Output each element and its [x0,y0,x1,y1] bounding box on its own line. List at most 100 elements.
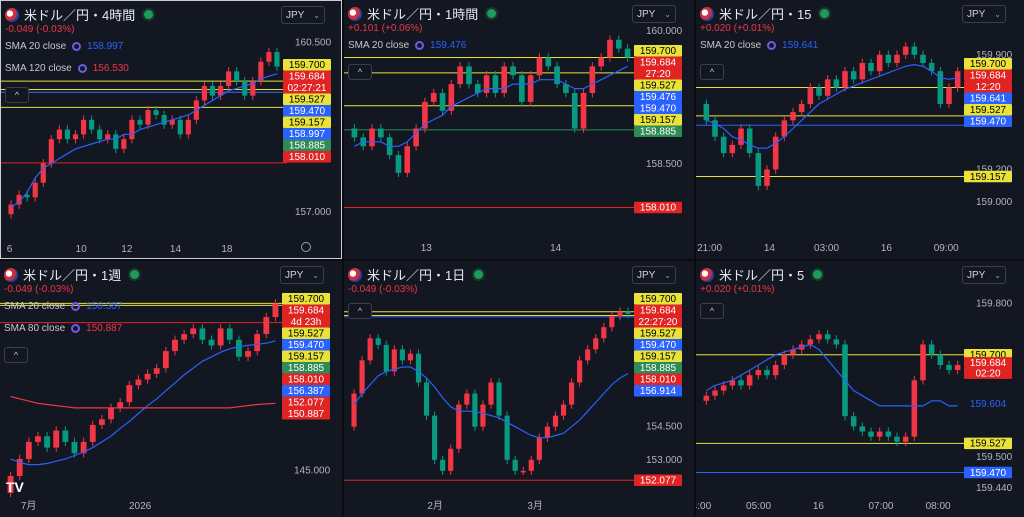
price-tag[interactable]: 158.885 [634,362,682,374]
collapse-legend-button[interactable]: ^ [700,303,724,319]
price-tag[interactable]: 156.387 [282,385,330,397]
indicator-eye-icon[interactable] [71,324,81,333]
price-tag[interactable]: 12:20 [964,81,1012,93]
price-tag[interactable]: 159.700 [282,293,330,305]
price-tag[interactable]: 22:27:20 [634,316,682,328]
price-tag[interactable]: 159.470 [634,339,682,351]
price-tag[interactable]: 159.470 [282,339,330,351]
price-tag[interactable]: 150.887 [282,408,330,420]
price-tag[interactable]: 159.684 [964,357,1012,369]
currency-selector[interactable]: JPY ⌄ [632,266,676,284]
price-tag[interactable]: 159.527 [634,79,682,92]
symbol-title[interactable]: 米ドル／円・4時間 [24,8,136,23]
price-tag[interactable]: 159.641 [964,92,1012,105]
price-tag[interactable]: 158.885 [282,362,330,374]
currency-selector[interactable]: JPY ⌄ [280,266,324,284]
price-tag[interactable]: 159.684 [282,304,330,317]
price-tag[interactable]: 159.157 [283,116,331,129]
indicator-legend[interactable]: SMA 20 close 159.476 [348,40,466,51]
price-tag[interactable]: 159.527 [282,327,330,340]
chart-canvas[interactable]: 154.500 153.000 2月 3月 159.700159.68422:27:20… [344,261,694,517]
currency-selector[interactable]: JPY ⌄ [281,6,325,24]
indicator-legend[interactable]: SMA 20 close 156.387 [4,301,122,312]
price-tag[interactable]: 159.157 [634,350,682,363]
price-tag[interactable]: 159.157 [282,350,330,363]
price-tag[interactable]: 152.077 [282,396,330,409]
indicator-eye-icon[interactable] [415,41,425,50]
price-tag[interactable]: 156.914 [634,385,682,397]
price-tag[interactable]: 27:20 [634,68,682,80]
settings-icon[interactable] [301,242,311,252]
currency-selector[interactable]: JPY ⌄ [632,5,676,23]
chart-panel-5[interactable]: 154.500 153.000 2月 3月 159.700 159.684 22:27:20… [344,261,694,517]
chart-panel-2[interactable]: 160.000 158.500 13 14 159.700 159.684 27:20 159… [344,0,694,259]
collapse-legend-button[interactable]: ^ [348,64,372,80]
price-tag[interactable]: 159.527 [964,437,1012,450]
collapse-legend-button[interactable]: ^ [348,303,372,319]
chart-canvas[interactable]: 159.800 159.500 159.440 4:00 05:00 16 07:00 08:… [696,261,1024,517]
price-tag[interactable]: 159.470 [964,466,1012,479]
chart-canvas[interactable]: 160.500159.000157.000610121418159.700159… [1,1,342,259]
price-tag[interactable]: 158.010 [282,373,330,386]
symbol-title[interactable]: 米ドル／円・5 [719,268,805,283]
price-tag[interactable]: 158.885 [634,125,682,138]
price-tag[interactable]: 159.527 [283,93,331,106]
price-tag[interactable]: 159.700 [283,59,331,71]
price-tag[interactable]: 4d 23h [282,316,330,328]
currency-selector[interactable]: JPY ⌄ [962,266,1006,284]
price-tag[interactable]: 159.470 [283,105,331,117]
symbol-title[interactable]: 米ドル／円・1週 [23,268,122,283]
price-tag[interactable]: 159.604 [964,398,1012,410]
price-tag[interactable]: 159.700 [634,45,682,57]
collapse-legend-button[interactable]: ^ [5,87,29,103]
symbol-header[interactable]: 米ドル／円・1週 [4,265,140,284]
price-tag[interactable]: 159.684 [634,304,682,317]
chart-panel-1[interactable]: 160.500159.000157.000610121418159.700159… [0,0,342,259]
symbol-header[interactable]: 米ドル／円・5 [700,265,823,284]
collapse-legend-button[interactable]: ^ [4,347,28,363]
symbol-header[interactable]: 米ドル／円・4時間 [5,5,154,24]
price-tag[interactable]: 158.010 [634,373,682,386]
currency-selector[interactable]: JPY ⌄ [962,5,1006,23]
price-tag[interactable]: 159.157 [634,114,682,126]
price-tag[interactable]: 159.470 [964,115,1012,128]
price-tag[interactable]: 159.470 [634,102,682,115]
chart-canvas[interactable]: 159.900 159.200 159.000 21:00 14 03:00 16 09:00… [696,0,1024,259]
price-tag[interactable]: 159.684 [634,56,682,69]
price-tag[interactable]: 159.700 [964,58,1012,70]
indicator-eye-icon[interactable] [77,64,87,73]
indicator-legend[interactable]: SMA 20 close 158.997 [5,41,123,52]
price-tag[interactable]: 02:20 [964,367,1012,379]
symbol-header[interactable]: 米ドル／円・1時間 [348,4,497,23]
price-tag[interactable]: 159.157 [964,170,1012,183]
indicator-eye-icon[interactable] [72,42,82,51]
price-tag[interactable]: 159.700 [634,293,682,305]
chart-panel-6[interactable]: 159.800 159.500 159.440 4:00 05:00 16 07:00 08:… [696,261,1024,517]
price-tag[interactable]: 159.684 [283,70,331,83]
price-tag[interactable]: 159.476 [634,91,682,103]
symbol-header[interactable]: 米ドル／円・15 [700,4,830,23]
indicator-eye-icon[interactable] [71,302,81,311]
indicator-legend[interactable]: SMA 20 close 159.641 [700,40,818,51]
price-tag[interactable]: 158.010 [283,151,331,163]
price-tag[interactable]: 158.010 [634,201,682,214]
symbol-header[interactable]: 米ドル／円・1日 [348,265,484,284]
indicator-eye-icon[interactable] [767,41,777,50]
indicator-legend[interactable]: SMA 80 close 150.887 [4,323,122,334]
symbol-title[interactable]: 米ドル／円・1時間 [367,7,479,22]
symbol-title[interactable]: 米ドル／円・15 [719,7,812,22]
chart-panel-4[interactable]: 145.000 7月 2026 159.700 159.684 4d 23h 159.527… [0,261,342,517]
indicator-legend[interactable]: SMA 120 close 156.530 [5,63,129,74]
price-tag[interactable]: 159.527 [634,327,682,340]
price-tag[interactable]: 152.077 [634,474,682,486]
chart-panel-3[interactable]: 159.900 159.200 159.000 21:00 14 03:00 16 09:00… [696,0,1024,259]
price-tag[interactable]: 158.997 [283,128,331,140]
price-tag[interactable]: 158.885 [283,139,331,152]
price-tag[interactable]: 159.527 [964,104,1012,116]
price-tag[interactable]: 02:27:21 [283,82,331,94]
symbol-title[interactable]: 米ドル／円・1日 [367,268,466,283]
collapse-legend-button[interactable]: ^ [700,64,724,80]
price-tag[interactable]: 159.684 [964,69,1012,82]
